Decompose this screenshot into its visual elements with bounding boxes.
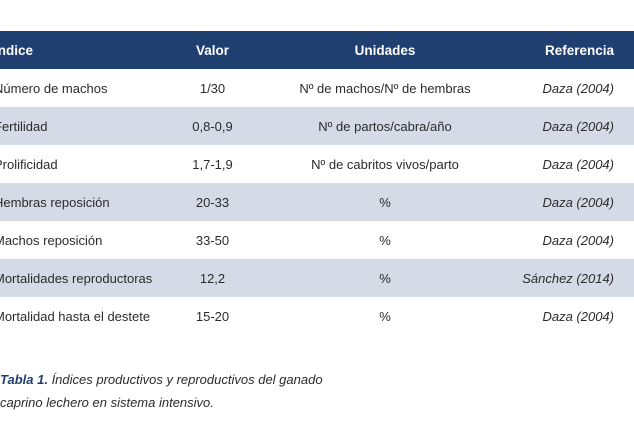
cell-valor: 33-50: [195, 232, 230, 248]
cell-unidades: %: [379, 270, 391, 286]
cell-valor: 15-20: [195, 308, 230, 324]
cell-indice: Prolificidad: [0, 156, 58, 172]
cell-indice: Hembras reposición: [0, 194, 110, 210]
table-row: Machos reposición 33-50 % Daza (2004): [0, 221, 634, 259]
cell-referencia: Daza (2004): [542, 308, 614, 324]
table-caption: Tabla 1. Índices productivos y reproduct…: [0, 368, 330, 414]
table-header-row: Índice Valor Unidades Referencia: [0, 31, 634, 69]
cell-unidades: Nº de partos/cabra/año: [318, 118, 452, 134]
cell-referencia: Daza (2004): [542, 194, 614, 210]
cell-indice: Número de machos: [0, 80, 108, 96]
table-row: Mortalidad hasta el destete 15-20 % Daza…: [0, 297, 634, 335]
cell-referencia: Daza (2004): [542, 118, 614, 134]
caption-text: Índices productivos y reproductivos del …: [0, 372, 323, 410]
cell-unidades: %: [379, 308, 391, 324]
table-row: Mortalidades reproductoras 12,2 % Sánche…: [0, 259, 634, 297]
cell-referencia: Daza (2004): [542, 156, 614, 172]
header-indice: Índice: [0, 42, 34, 58]
table-row: Prolificidad 1,7-1,9 Nº de cabritos vivo…: [0, 145, 634, 183]
cell-valor: 0,8-0,9: [192, 118, 233, 134]
header-unidades: Unidades: [354, 42, 416, 58]
cell-unidades: Nº de machos/Nº de hembras: [299, 80, 471, 96]
caption-label: Tabla 1.: [0, 372, 48, 387]
cell-referencia: Daza (2004): [542, 232, 614, 248]
table-row: Número de machos 1/30 Nº de machos/Nº de…: [0, 69, 634, 107]
cell-unidades: Nº de cabritos vivos/parto: [311, 156, 459, 172]
cell-indice: Machos reposición: [0, 232, 103, 248]
cell-indice: Fertilidad: [0, 118, 48, 134]
cell-valor: 20-33: [195, 194, 230, 210]
data-table: Índice Valor Unidades Referencia Número …: [0, 31, 634, 335]
cell-indice: Mortalidades reproductoras: [0, 270, 153, 286]
cell-unidades: %: [379, 194, 391, 210]
header-valor: Valor: [195, 42, 230, 58]
cell-valor: 12,2: [199, 270, 226, 286]
cell-referencia: Sánchez (2014): [522, 270, 614, 286]
table-row: Fertilidad 0,8-0,9 Nº de partos/cabra/añ…: [0, 107, 634, 145]
cell-valor: 1,7-1,9: [192, 156, 233, 172]
cell-indice: Mortalidad hasta el destete: [0, 308, 151, 324]
table-row: Hembras reposición 20-33 % Daza (2004): [0, 183, 634, 221]
cell-referencia: Daza (2004): [542, 80, 614, 96]
cell-valor: 1/30: [199, 80, 226, 96]
header-referencia: Referencia: [544, 42, 614, 58]
cell-unidades: %: [379, 232, 391, 248]
